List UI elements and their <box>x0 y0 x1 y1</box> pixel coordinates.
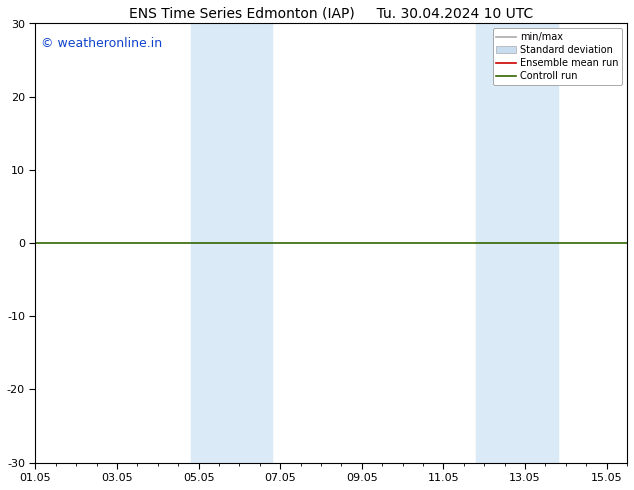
Legend: min/max, Standard deviation, Ensemble mean run, Controll run: min/max, Standard deviation, Ensemble me… <box>493 28 622 85</box>
Title: ENS Time Series Edmonton (IAP)     Tu. 30.04.2024 10 UTC: ENS Time Series Edmonton (IAP) Tu. 30.04… <box>129 7 533 21</box>
Text: © weatheronline.in: © weatheronline.in <box>41 37 162 49</box>
Bar <box>476 24 558 463</box>
Bar <box>191 24 272 463</box>
